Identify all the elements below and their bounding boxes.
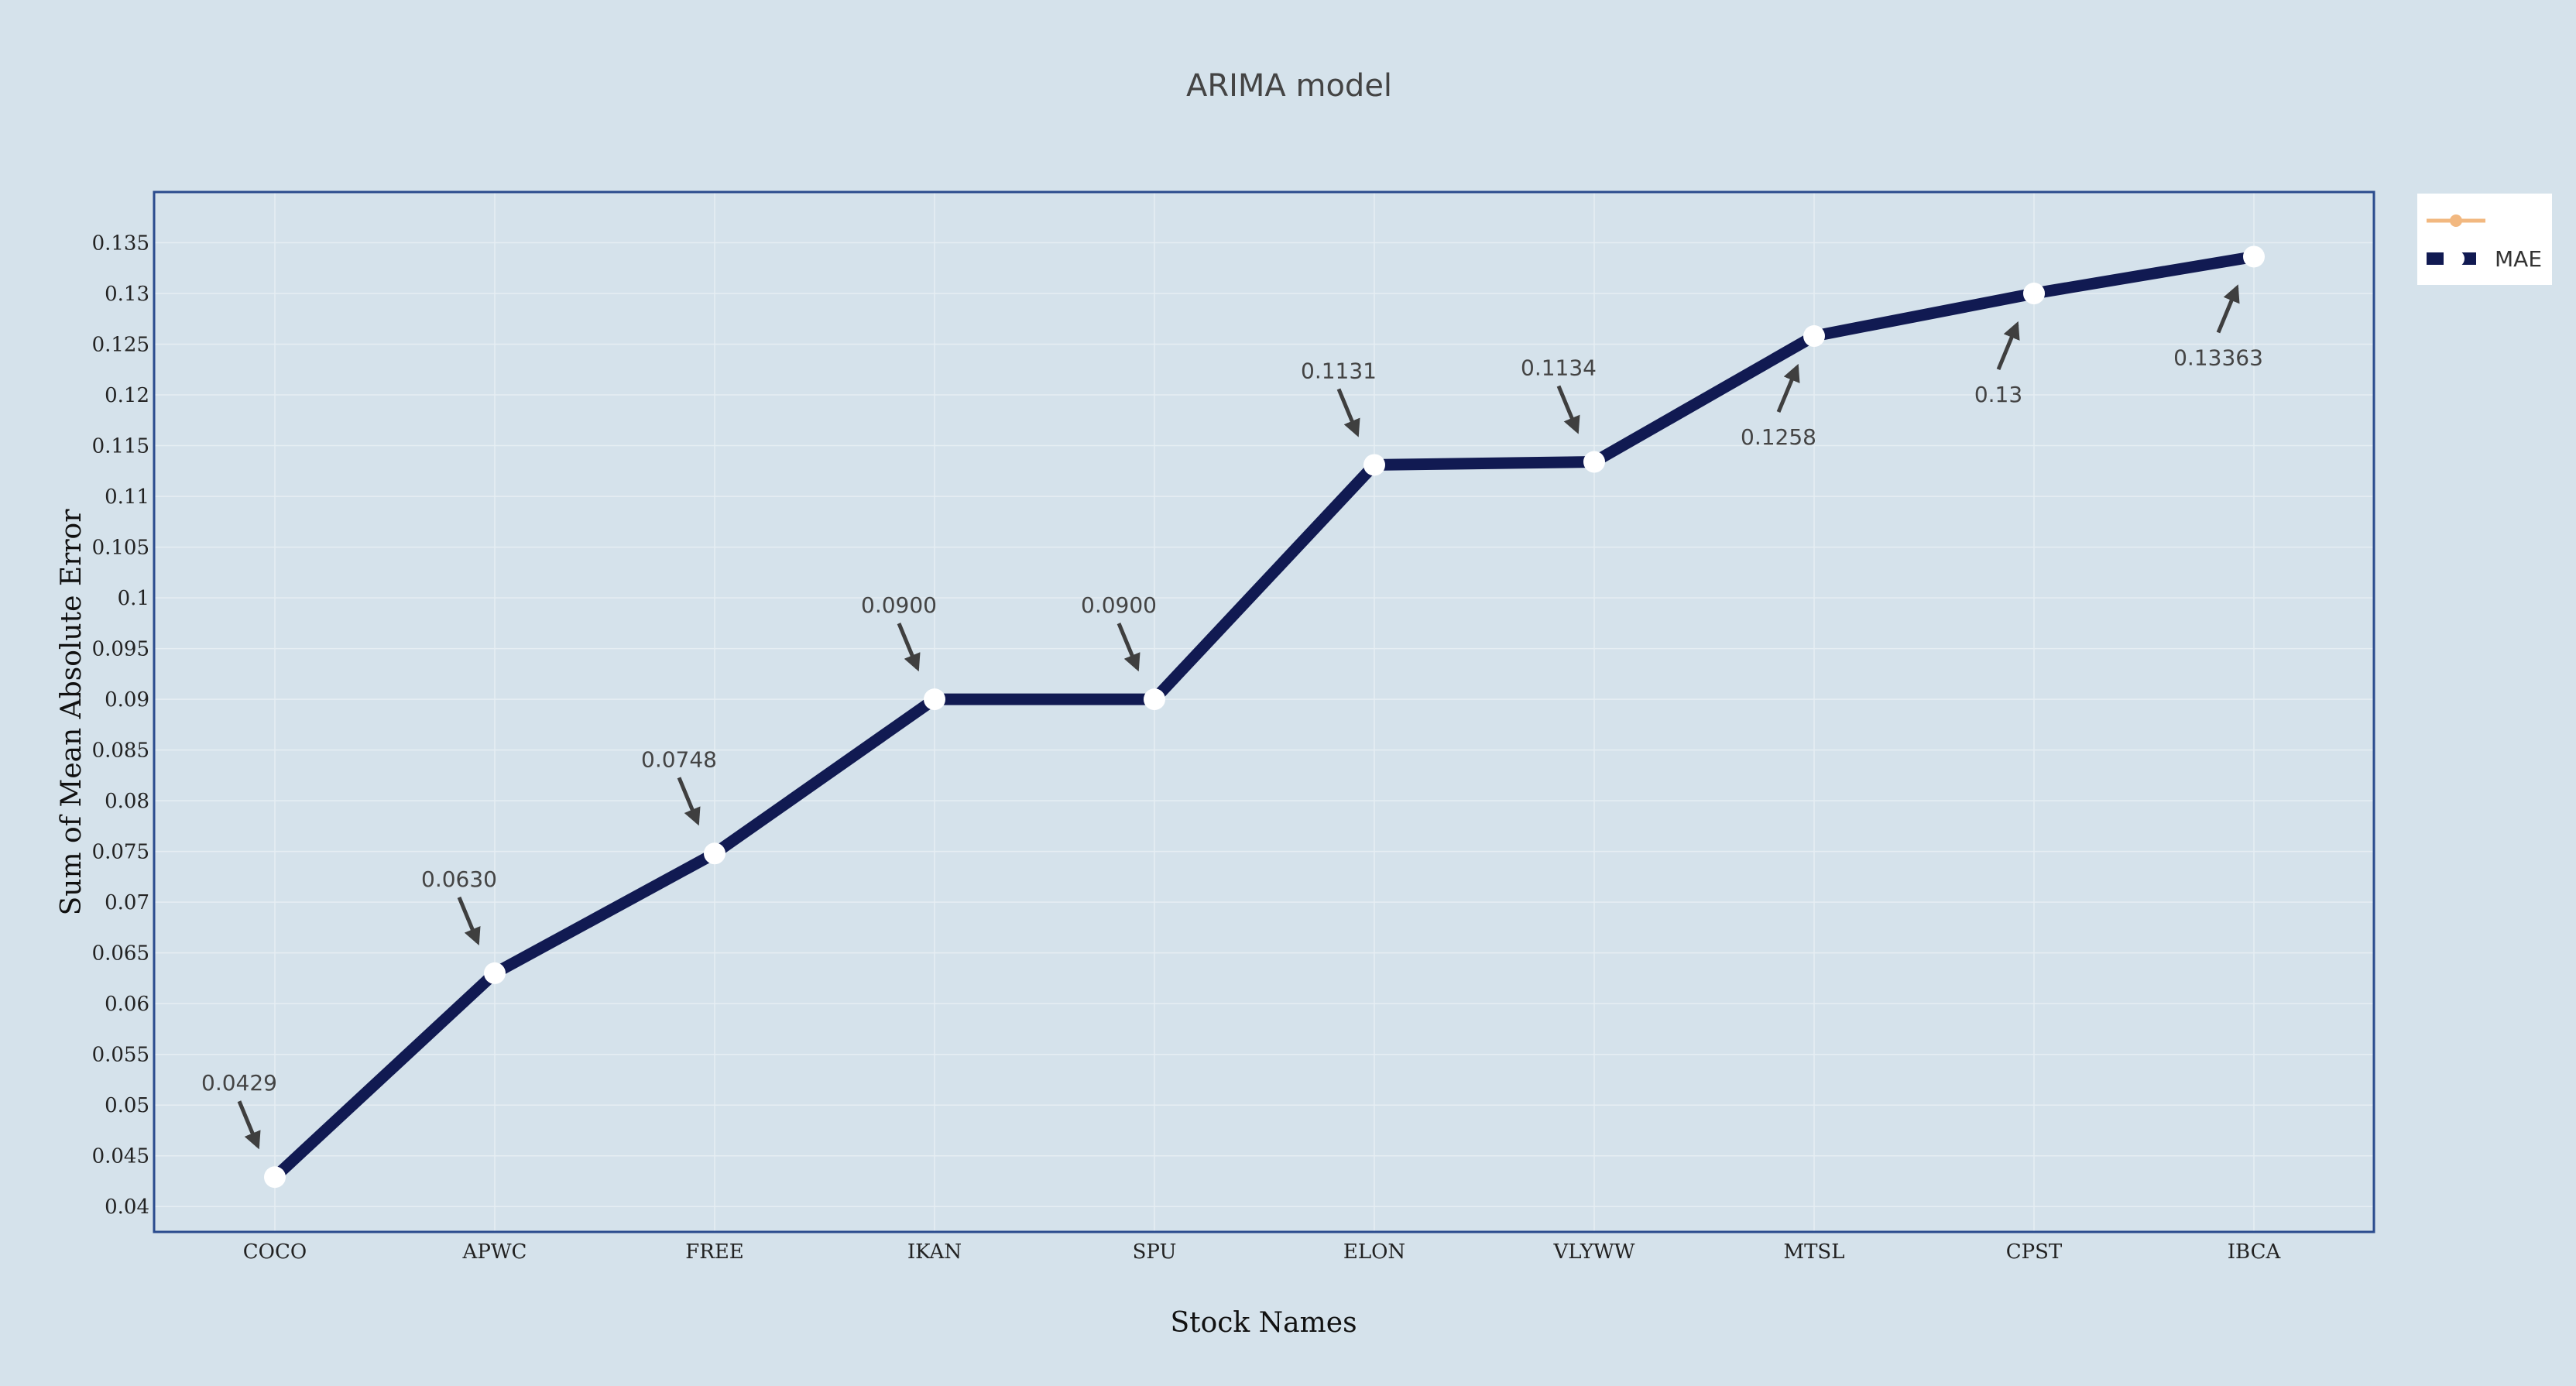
data-point [704,842,725,865]
y-tick-label: 0.045 [92,1145,149,1168]
y-tick-label: 0.05 [105,1094,149,1117]
annotation-arrow [1776,363,1800,413]
y-tick-label: 0.13 [105,283,149,306]
x-tick-label: IBCA [2228,1240,2282,1264]
legend-label-1: MAE [2495,246,2542,272]
y-axis-title: Sum of Mean Absolute Error [56,509,87,916]
data-point [1803,325,1825,348]
data-point [484,962,506,984]
x-tick-label: APWC [462,1240,527,1264]
annotation-arrow [1116,623,1141,672]
y-tick-label: 0.065 [92,942,149,966]
x-tick-label: COCO [243,1240,307,1264]
data-point [264,1166,286,1189]
y-tick-label: 0.04 [105,1196,149,1219]
y-tick-label: 0.115 [92,435,149,458]
y-tick-label: 0.095 [92,638,149,661]
y-tick-label: 0.1 [118,587,149,610]
annotation-label: 0.0429 [201,1070,277,1096]
plot-area-frame [153,190,2375,1233]
x-tick-label: MTSL [1783,1240,1844,1264]
annotation-layer: 0.0429 0.0630 0.0748 0.0900 0.0900 0.1131 0.11… [201,284,2263,1150]
x-tick-label: CPST [2006,1240,2063,1264]
x-axis-ticks: COCO APWC FREE IKAN SPU ELON VLYWW MTSL CPST IBCA [243,1240,2282,1264]
annotation-arrow [457,896,481,946]
y-tick-label: 0.125 [92,334,149,357]
x-axis-title: Stock Names [1170,1307,1357,1339]
annotation-arrow [237,1100,261,1150]
x-gridlines [274,192,2255,1232]
annotation-arrow [897,623,921,672]
annotation-label: 0.0630 [421,866,497,892]
y-tick-label: 0.09 [105,688,149,712]
y-tick-label: 0.11 [105,485,149,509]
y-tick-label: 0.105 [92,537,149,560]
annotation-label: 0.0748 [641,746,717,772]
annotation-arrow [677,777,701,826]
annotation-label: 0.1258 [1741,424,1816,450]
annotation-arrow [1336,388,1360,437]
y-tick-label: 0.055 [92,1044,149,1067]
y-tick-label: 0.12 [105,384,149,407]
data-point [2243,245,2265,268]
data-point [1363,454,1385,476]
legend-box [2417,194,2552,285]
annotation-arrow [1556,385,1580,434]
data-point [1144,688,1165,711]
annotation-label: 0.13 [1974,382,2022,407]
data-point [2023,283,2045,305]
y-tick-label: 0.08 [105,790,149,813]
x-tick-label: FREE [685,1240,744,1264]
data-point [1583,451,1605,473]
y-axis-ticks: 0.04 0.045 0.05 0.055 0.06 0.065 0.07 0.075 0.08… [92,232,149,1220]
annotation-arrow [1996,321,2020,370]
annotation-label: 0.13363 [2173,345,2263,370]
y-tick-label: 0.075 [92,841,149,864]
data-point [924,688,945,711]
legend-swatch-marker-1 [2447,250,2465,267]
legend: MAE [2417,194,2552,285]
y-tick-label: 0.06 [105,993,149,1016]
chart-title: ARIMA model [1186,68,1392,104]
annotation-label: 0.0900 [861,592,937,618]
x-tick-label: IKAN [907,1240,962,1264]
y-tick-label: 0.07 [105,891,149,914]
annotation-label: 0.1131 [1301,358,1377,383]
series-line-mae [269,250,2260,1183]
x-tick-label: SPU [1133,1240,1177,1264]
annotation-arrow [2216,284,2240,334]
y-tick-label: 0.085 [92,739,149,763]
series-layer [264,245,2265,1189]
y-tick-label: 0.135 [92,232,149,256]
annotation-label: 0.1134 [1521,355,1597,381]
x-tick-label: VLYWW [1553,1240,1635,1264]
legend-swatch-marker-0 [2450,214,2462,227]
x-tick-label: ELON [1343,1240,1405,1264]
annotation-label: 0.0900 [1081,592,1157,618]
